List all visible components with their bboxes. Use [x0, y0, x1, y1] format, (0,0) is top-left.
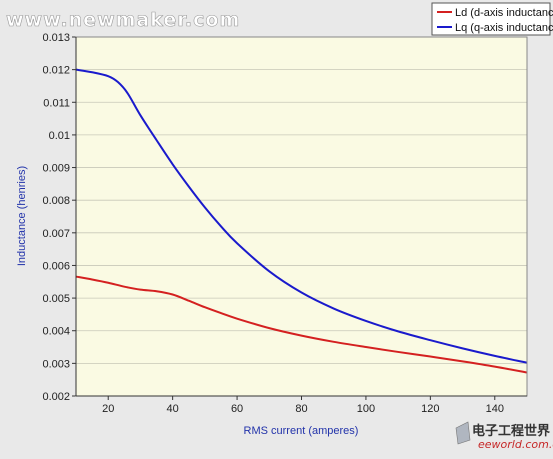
- x-tick-label: 60: [231, 403, 243, 415]
- y-tick-label: 0.005: [42, 293, 70, 305]
- y-tick-label: 0.007: [42, 228, 70, 240]
- watermark-text: www.newmaker.com: [6, 9, 240, 31]
- series-line-lq: [75, 68, 528, 364]
- eeworld-logo: 电子工程世界 eeworld.com.cn: [455, 421, 553, 451]
- x-axis-ticks: 20 40 60 80 100 120 140: [102, 396, 504, 415]
- y-tick-label: 0.011: [43, 97, 70, 109]
- y-axis-ticks: 0.002 0.003 0.004 0.005 0.006 0.007 0.008 0.009…: [42, 32, 76, 403]
- y-tick-label: 0.002: [42, 391, 70, 403]
- legend-lq-label: Lq (q-axis inductance): [455, 22, 553, 34]
- x-axis-title: RMS current (amperes): [244, 425, 359, 437]
- legend-ld-label: Ld (d-axis inductance): [455, 7, 553, 19]
- logo-en-text: eeworld.com.cn: [478, 438, 553, 451]
- y-axis-title: Inductance (henries): [16, 166, 28, 266]
- series-line-ld: [75, 275, 528, 374]
- y-tick-label: 0.009: [42, 163, 70, 175]
- y-tick-label: 0.013: [42, 32, 70, 44]
- y-tick-label: 0.006: [42, 260, 70, 272]
- x-tick-label: 100: [357, 403, 375, 415]
- y-tick-label: 0.01: [49, 130, 70, 142]
- x-tick-label: 80: [295, 403, 307, 415]
- y-tick-label: 0.012: [42, 65, 70, 77]
- x-tick-label: 20: [102, 403, 114, 415]
- y-tick-label: 0.003: [42, 358, 70, 370]
- legend-box: [431, 2, 551, 36]
- x-tick-label: 140: [486, 403, 504, 415]
- series-lines: [75, 68, 528, 374]
- logo-cn-text: 电子工程世界: [472, 423, 550, 439]
- legend: Ld (d-axis inductance) Lq (q-axis induct…: [431, 2, 553, 36]
- plot-area: [76, 37, 527, 396]
- y-tick-label: 0.008: [42, 195, 70, 207]
- logo-mark-icon: [455, 421, 471, 445]
- x-tick-label: 40: [167, 403, 179, 415]
- x-tick-label: 120: [421, 403, 439, 415]
- y-tick-label: 0.004: [42, 326, 70, 338]
